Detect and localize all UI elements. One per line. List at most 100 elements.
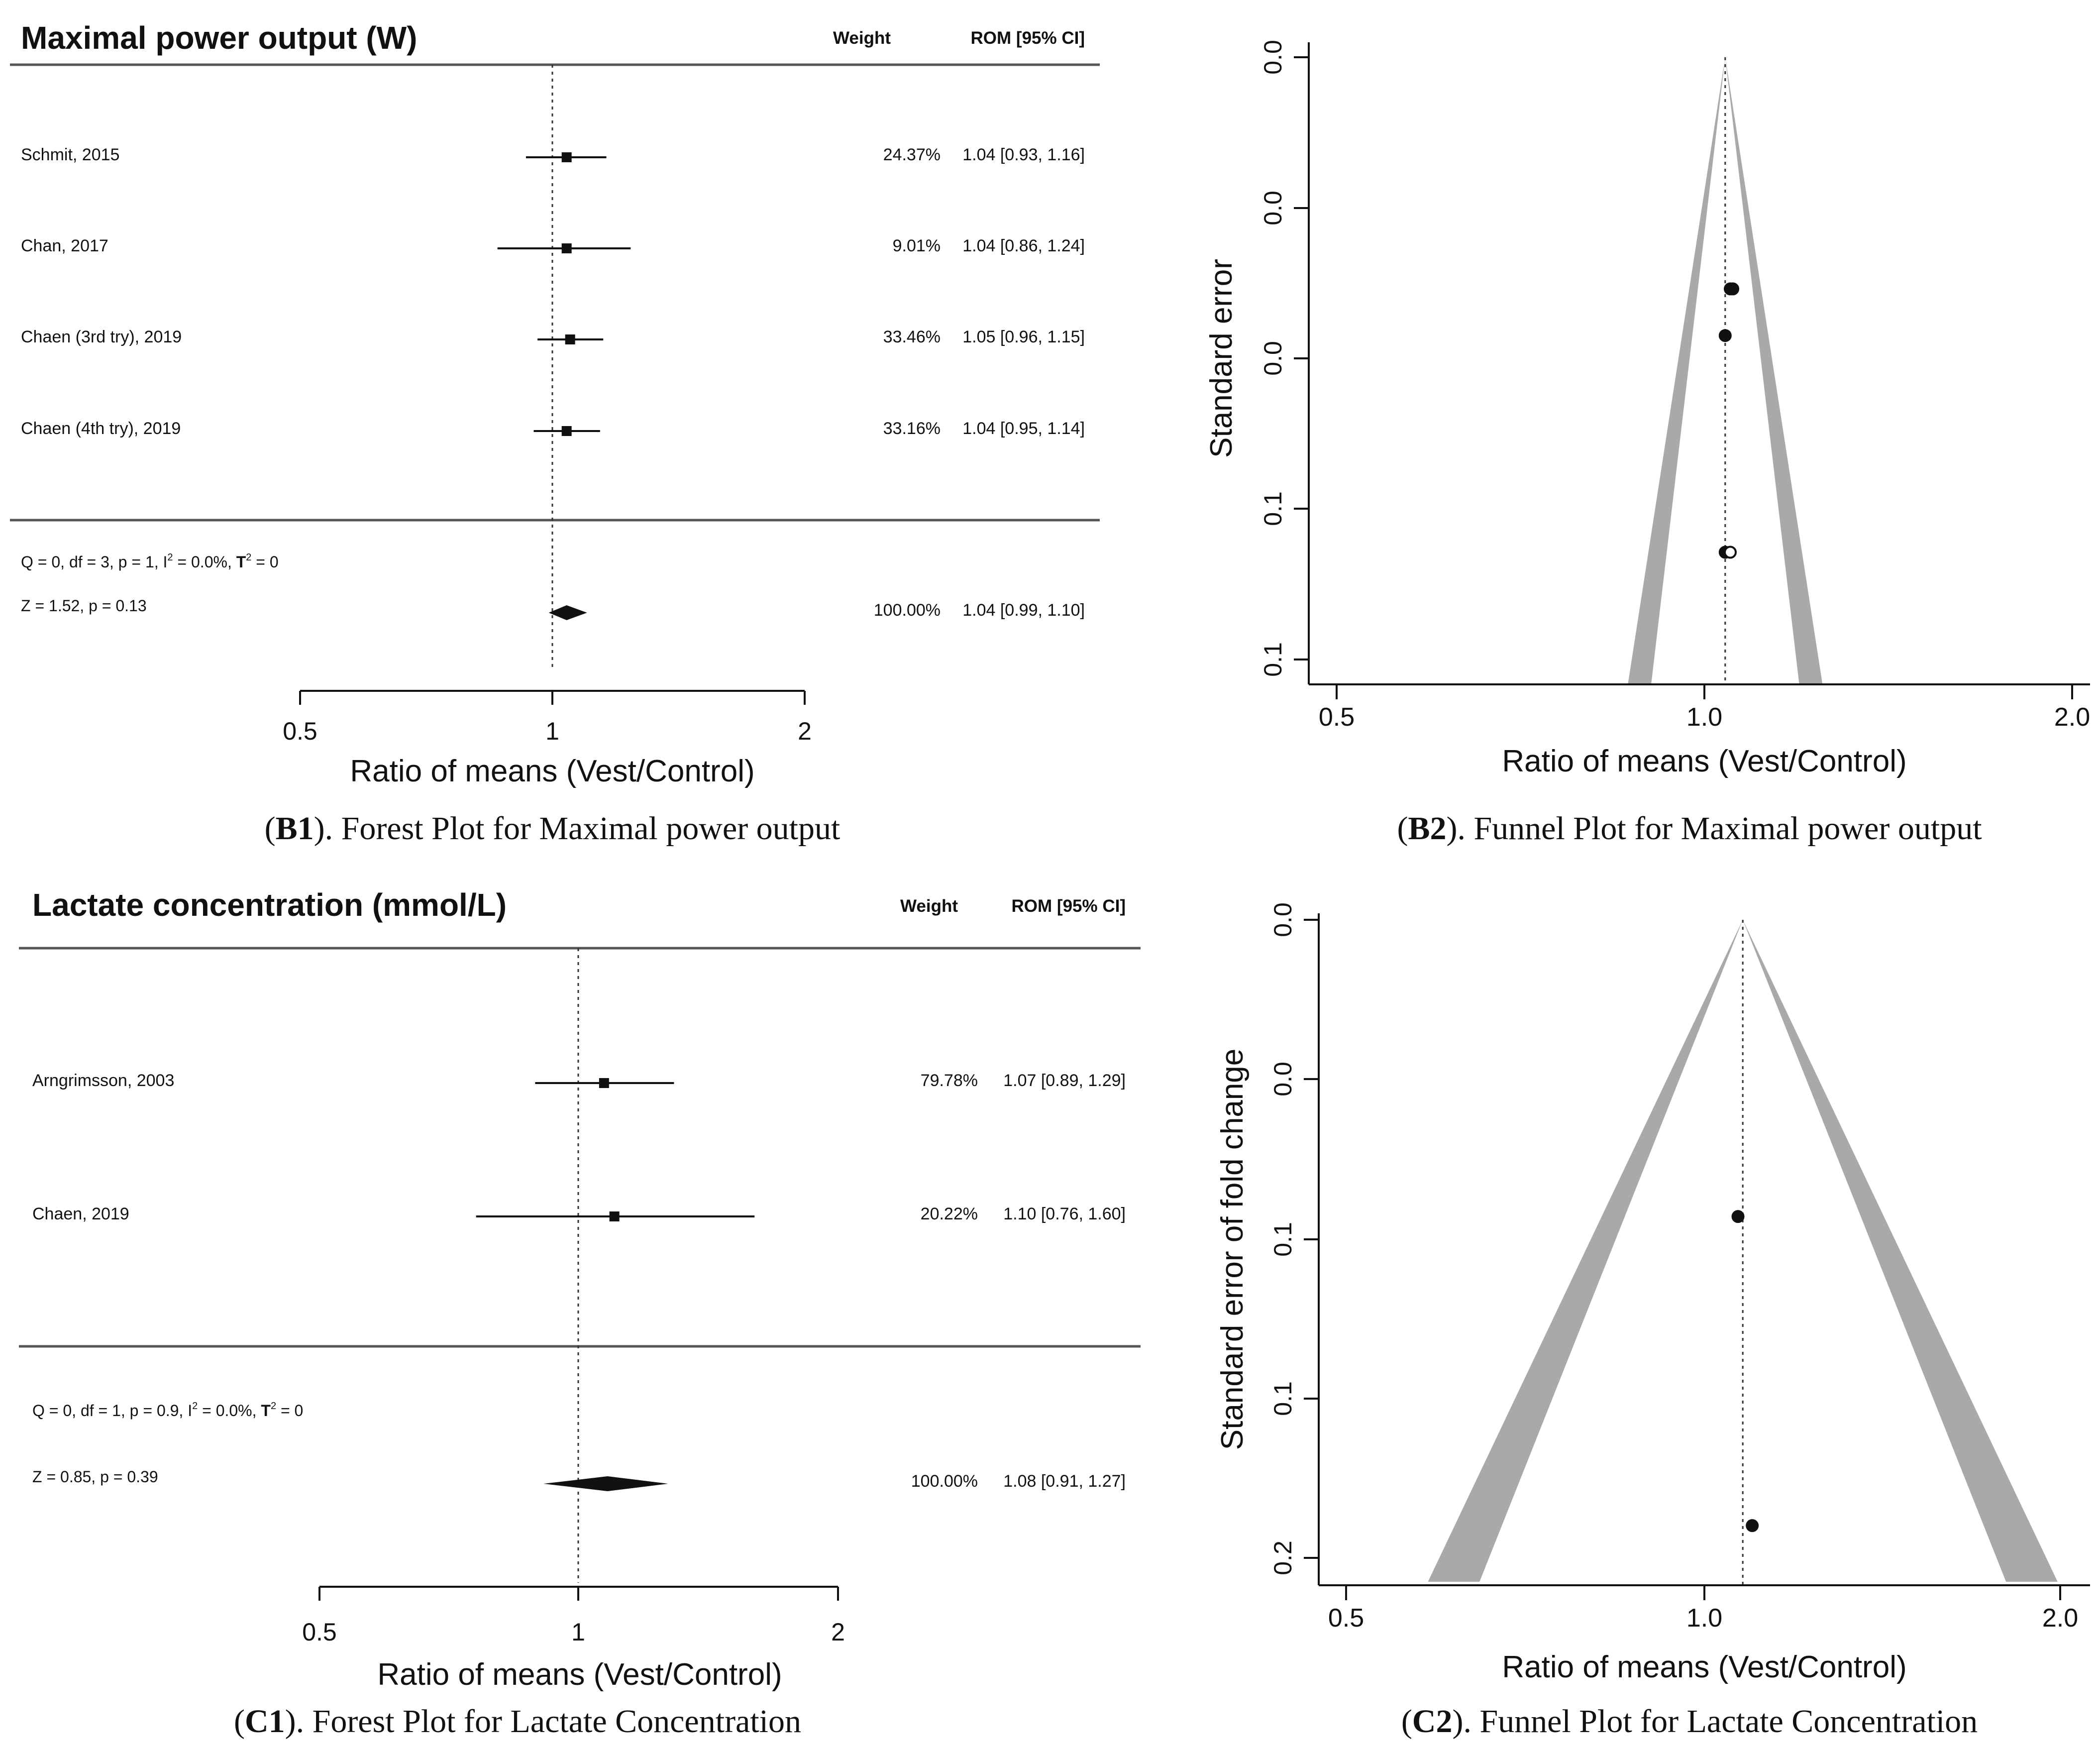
summary-diamond [543,1476,668,1491]
point-estimate [561,426,572,436]
x-tick: 1 [571,1587,585,1646]
x-tick-label: 1 [571,1618,585,1646]
study-ci: 1.10 [0.76, 1.60] [1003,1204,1126,1223]
y-tick-label: 0.0 [1269,902,1297,937]
overall-z-test: Z = 0.85, p = 0.39 [32,1468,158,1486]
x-tick-label: 1.0 [1686,1604,1722,1633]
chart-title: Lactate concentration (mmol/L) [32,887,507,923]
y-tick: 0.1 [1269,1381,1319,1416]
figure-caption-c1: (C1). Forest Plot for Lactate Concentrat… [234,1703,801,1740]
y-tick-label: 0.0 [1269,1062,1297,1096]
study-row: Chaen, 2019 20.22% 1.10 [0.76, 1.60] [32,1204,1126,1223]
x-tick: 1 [545,691,559,745]
point-estimate [565,334,575,344]
study-point [1724,546,1737,559]
x-axis-label: Ratio of means (Vest/Control) [1502,1650,1906,1684]
x-tick: 0.5 [283,691,317,745]
overall-ci: 1.08 [0.91, 1.27] [1003,1472,1126,1491]
heterogeneity-stats: Q = 0, df = 3, p = 1, I2 = 0.0%, T2 = 0 [21,552,279,571]
point-estimate [561,243,572,253]
x-tick-label: 2.0 [2054,703,2090,732]
forest-plot-maximal-power: Maximal power output (W) Weight ROM [95%… [10,20,1100,788]
chart-title: Maximal power output (W) [21,20,417,56]
study-row: Chan, 2017 9.01% 1.04 [0.86, 1.24] [21,236,1085,255]
study-ci: 1.07 [0.89, 1.29] [1003,1071,1126,1090]
x-tick: 2 [798,691,812,745]
y-tick: 0.2 [1269,1540,1319,1575]
overall-z-test: Z = 1.52, p = 0.13 [21,597,147,615]
y-tick: 0.1 [1259,642,1309,677]
study-label: Chaen (4th try), 2019 [21,419,181,438]
y-tick: 0.1 [1259,491,1309,526]
x-tick: 1.0 [1686,684,1722,732]
x-tick-label: 0.5 [1319,703,1355,732]
y-tick: 0.0 [1259,191,1309,225]
x-tick: 0.5 [1319,684,1355,732]
study-ci: 1.04 [0.93, 1.16] [962,145,1085,164]
x-tick: 2.0 [2054,684,2090,732]
y-tick: 0.0 [1259,341,1309,376]
study-row: Chaen (3rd try), 2019 33.46% 1.05 [0.96,… [21,328,1085,346]
study-point [1731,1210,1745,1223]
forest-plot-lactate: Lactate concentration (mmol/L) Weight RO… [19,887,1141,1692]
y-tick-label: 0.1 [1259,491,1287,526]
x-tick: 0.5 [1328,1585,1364,1633]
study-label: Schmit, 2015 [21,145,119,164]
point-estimate [561,152,572,162]
overall-weight: 100.00% [874,601,941,620]
study-label: Chan, 2017 [21,236,108,255]
study-weight: 20.22% [921,1204,978,1223]
study-label: Arngrimsson, 2003 [32,1071,174,1090]
x-axis-label: Ratio of means (Vest/Control) [1502,744,1906,778]
y-tick-label: 0.1 [1269,1381,1297,1416]
y-tick-label: 0.0 [1259,341,1287,376]
x-tick-label: 2 [798,717,812,745]
heterogeneity-stats: Q = 0, df = 1, p = 0.9, I2 = 0.0%, T2 = … [32,1401,303,1420]
y-tick: 0.0 [1259,40,1309,75]
study-weight: 79.78% [921,1071,978,1090]
x-tick: 1.0 [1686,1585,1722,1633]
study-label: Chaen, 2019 [32,1204,129,1223]
study-ci: 1.05 [0.96, 1.15] [962,328,1085,346]
y-tick-label: 0.1 [1269,1222,1297,1257]
study-ci: 1.04 [0.95, 1.14] [962,419,1085,438]
x-tick-label: 1 [545,717,559,745]
x-tick-label: 0.5 [1328,1604,1364,1633]
point-estimate [609,1211,620,1221]
y-tick-label: 0.0 [1259,191,1287,225]
study-row: Chaen (4th try), 2019 33.16% 1.04 [0.95,… [21,419,1085,438]
ci-column-header: ROM [95% CI] [971,28,1085,48]
study-point [1746,1519,1759,1532]
x-tick: 0.5 [302,1587,337,1646]
study-label: Chaen (3rd try), 2019 [21,328,182,346]
study-weight: 24.37% [883,145,941,164]
study-ci: 1.04 [0.86, 1.24] [962,236,1085,255]
weight-column-header: Weight [900,896,958,916]
y-tick: 0.1 [1269,1222,1319,1257]
y-tick-label: 0.2 [1269,1540,1297,1575]
study-weight: 33.16% [883,419,941,438]
funnel-plot-maximal-power: 0.0 0.0 0.0 0.1 0.1 0.5 1.0 2.0 Ratio of… [1204,40,2090,778]
y-axis-label: Standard error of fold change [1215,1049,1250,1450]
weight-column-header: Weight [833,28,891,48]
x-tick-label: 0.5 [302,1618,337,1646]
x-tick: 2 [831,1587,845,1646]
y-tick: 0.0 [1269,902,1319,937]
overall-ci: 1.04 [0.99, 1.10] [962,601,1085,620]
study-point [1718,329,1732,342]
x-tick: 2.0 [2042,1585,2078,1633]
ci-column-header: ROM [95% CI] [1012,896,1126,916]
x-tick-label: 2.0 [2042,1604,2078,1633]
overall-weight: 100.00% [911,1472,978,1491]
figure-caption-b2: (B2). Funnel Plot for Maximal power outp… [1397,810,1982,847]
y-tick: 0.0 [1269,1062,1319,1096]
point-estimate [599,1078,609,1088]
figure-caption-b1: (B1). Forest Plot for Maximal power outp… [265,810,840,847]
funnel-band-left [1428,920,1743,1582]
summary-diamond [548,605,587,620]
study-row: Schmit, 2015 24.37% 1.04 [0.93, 1.16] [21,145,1085,164]
x-axis-label: Ratio of means (Vest/Control) [377,1657,782,1692]
study-row: Arngrimsson, 2003 79.78% 1.07 [0.89, 1.2… [32,1071,1126,1090]
funnel-plot-lactate: 0.0 0.0 0.1 0.1 0.2 0.5 1.0 2.0 Ratio of… [1215,902,2090,1684]
